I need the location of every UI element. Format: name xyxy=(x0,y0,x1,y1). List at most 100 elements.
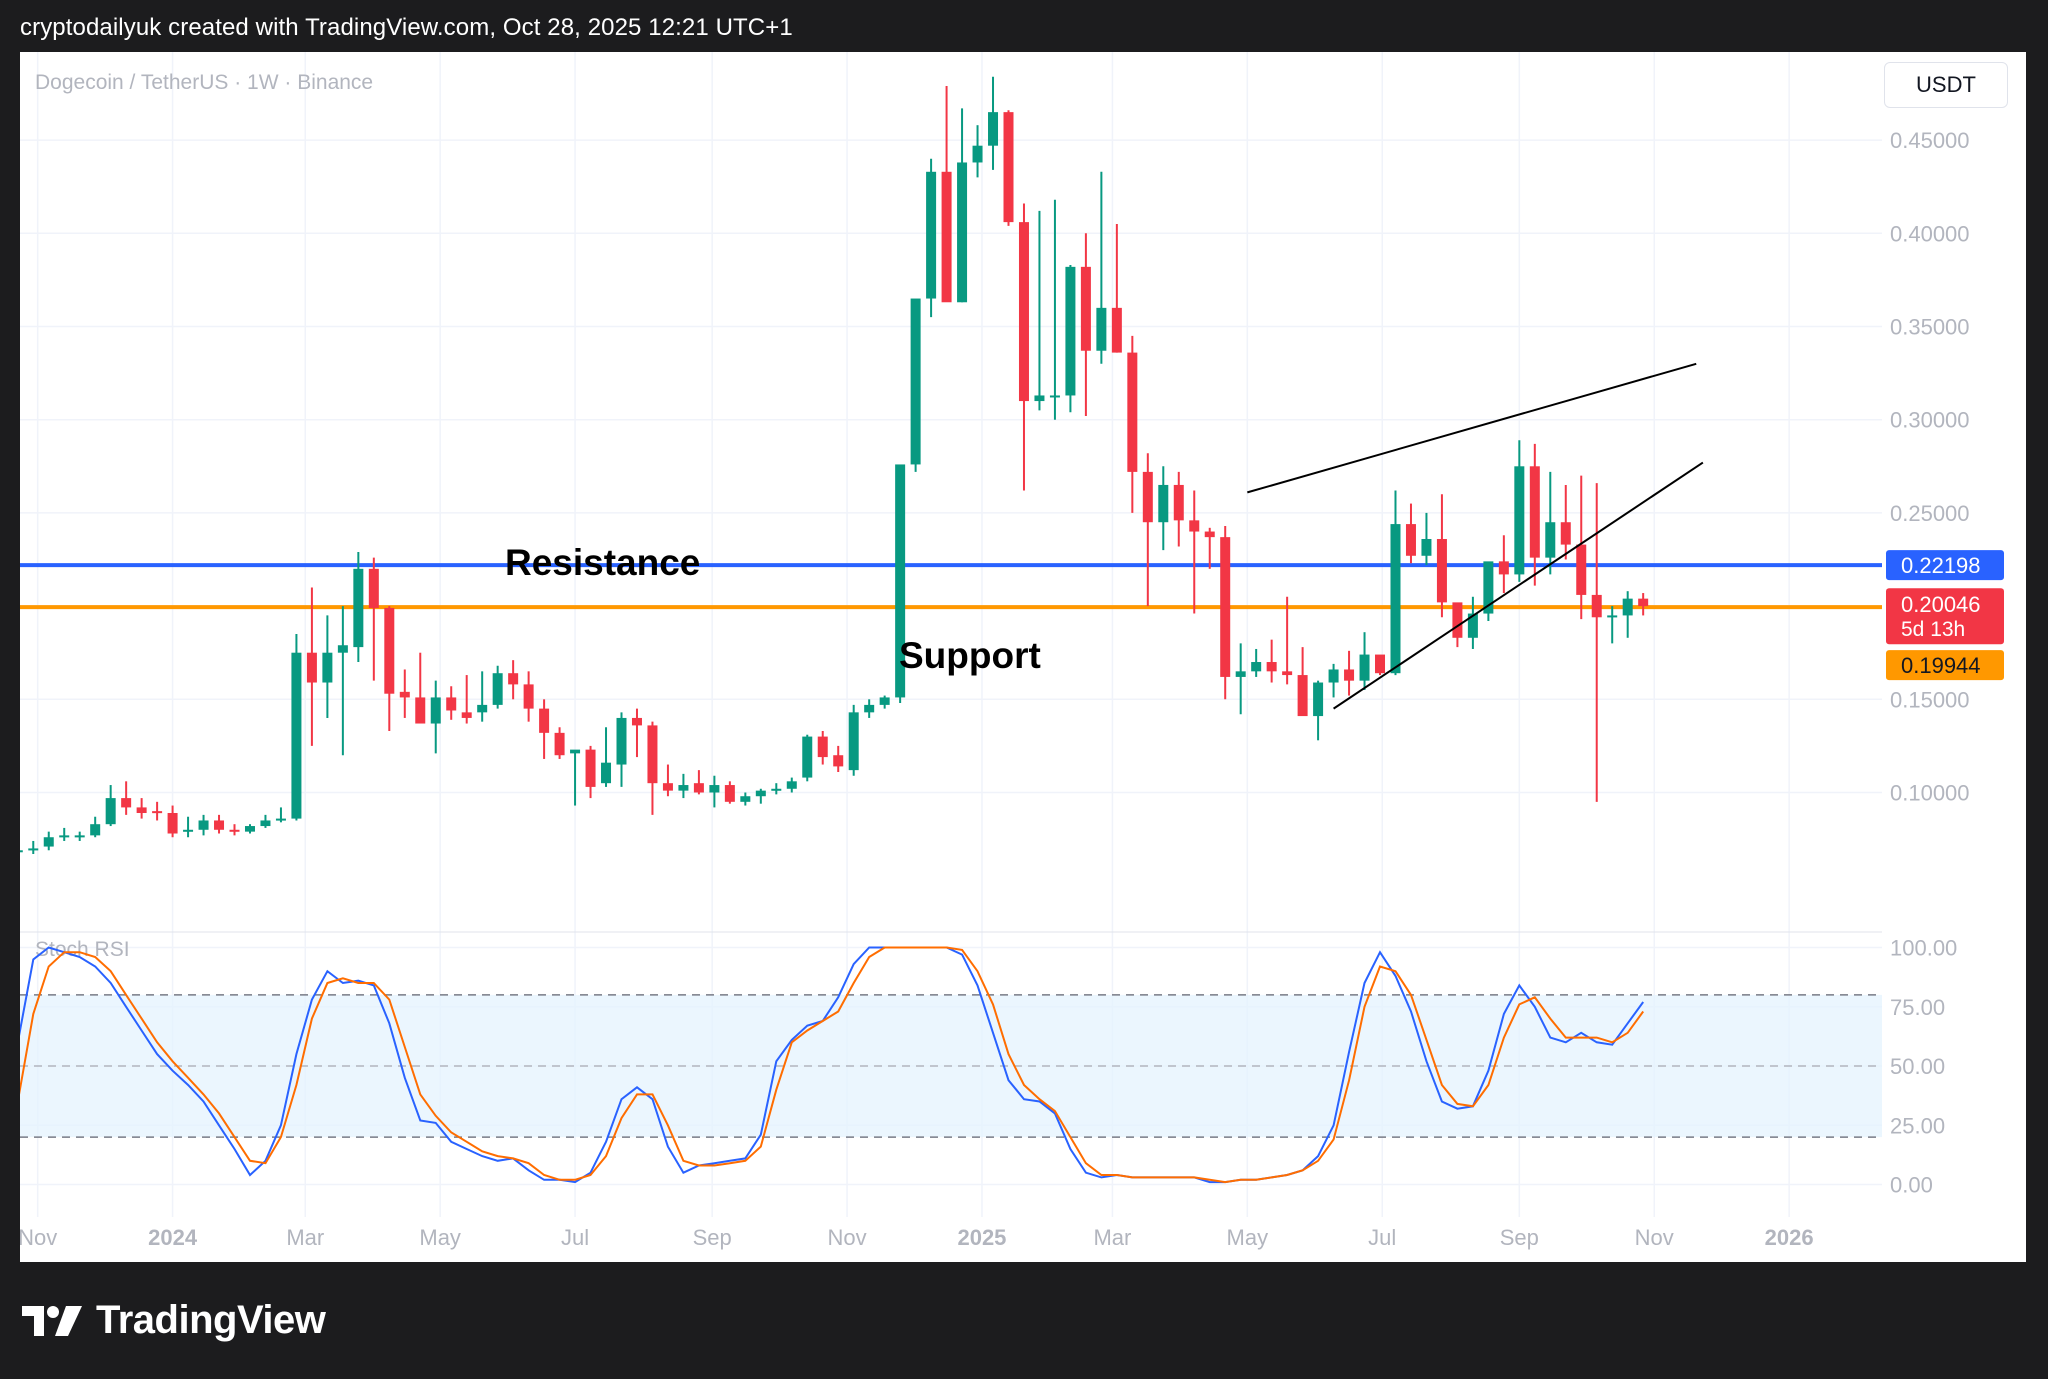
time-axis-label: 2025 xyxy=(957,1225,1006,1250)
candle-body xyxy=(415,697,426,724)
time-axis-label: Nov xyxy=(20,1225,57,1250)
currency-button[interactable]: USDT xyxy=(1884,62,2008,108)
candle xyxy=(1483,561,1494,622)
candle-body xyxy=(585,749,596,787)
candle xyxy=(771,783,782,795)
candle-body xyxy=(1189,520,1200,532)
candle-body xyxy=(322,652,333,683)
candle xyxy=(1560,484,1571,560)
candle xyxy=(1436,494,1447,618)
candle xyxy=(399,669,410,718)
price-axis-label: 0.45000 xyxy=(1890,128,1970,153)
time-axis-label: 2024 xyxy=(148,1225,198,1250)
candle xyxy=(1034,210,1045,411)
candle xyxy=(28,840,39,855)
stoch-axis-label: 0.00 xyxy=(1890,1173,1933,1198)
candle xyxy=(895,464,906,704)
candle xyxy=(229,824,240,836)
candle xyxy=(1173,471,1184,547)
candle xyxy=(260,814,271,828)
candle xyxy=(864,699,875,718)
trendline xyxy=(1247,362,1697,494)
chart-attribution: cryptodailyuk created with TradingView.c… xyxy=(20,14,793,41)
candle xyxy=(848,704,859,776)
candle-body xyxy=(1034,395,1045,402)
candle-body xyxy=(1607,615,1618,618)
time-axis-label: Sep xyxy=(693,1225,732,1250)
candle xyxy=(709,775,720,808)
candle xyxy=(1158,466,1169,551)
candle xyxy=(1452,602,1463,648)
price-axis-label: 0.30000 xyxy=(1890,408,1970,433)
tradingview-logo-icon xyxy=(22,1305,82,1336)
candle xyxy=(988,76,999,170)
price-axis-label: 0.25000 xyxy=(1890,501,1970,526)
candle-body xyxy=(1576,544,1587,595)
candle-body xyxy=(28,848,39,851)
candle-body xyxy=(1514,466,1525,575)
support-price-text: 0.19944 xyxy=(1901,653,1981,678)
candle xyxy=(570,749,581,806)
candle-body xyxy=(601,762,612,784)
candle xyxy=(1266,639,1277,683)
candle-body xyxy=(198,820,209,830)
time-axis-label: Nov xyxy=(1635,1225,1674,1250)
candle-body xyxy=(662,783,673,791)
candle xyxy=(1359,632,1370,690)
candle-body xyxy=(1545,522,1556,558)
candle-body xyxy=(864,704,875,713)
current-price-label xyxy=(1886,588,2004,645)
candle-body xyxy=(570,749,581,754)
candle-body xyxy=(477,704,488,713)
candle xyxy=(446,686,457,720)
candle-body xyxy=(1065,266,1076,396)
candle-body xyxy=(43,837,54,847)
candle-body xyxy=(1483,561,1494,614)
current-price-text: 0.20046 xyxy=(1901,592,1981,617)
candle-body xyxy=(275,818,286,821)
currency-button-label: USDT xyxy=(1916,72,1976,97)
candle xyxy=(786,777,797,793)
candle xyxy=(1514,440,1525,582)
candle-body xyxy=(74,835,85,838)
time-axis-label: Jul xyxy=(561,1225,589,1250)
candle xyxy=(1344,650,1355,696)
candle-body xyxy=(1638,598,1649,607)
candle-body xyxy=(90,824,101,836)
candle-body xyxy=(941,171,952,303)
candle xyxy=(957,108,968,303)
chart-svg[interactable]: Dogecoin / TetherUS · 1W · Binance Resist… xyxy=(20,52,2026,1262)
candle-body xyxy=(1235,671,1246,677)
stoch-d-line xyxy=(20,946,1645,1184)
candle-body xyxy=(136,807,147,814)
tradingview-logo[interactable]: TradingView xyxy=(22,1298,326,1343)
candle xyxy=(275,807,286,823)
candle-body xyxy=(244,826,255,832)
price-axis-label: 0.10000 xyxy=(1890,781,1970,806)
candle-body xyxy=(1127,352,1138,472)
candle xyxy=(1189,490,1200,614)
chart-panel[interactable]: Dogecoin / TetherUS · 1W · Binance Resist… xyxy=(20,52,2026,1262)
candle-body xyxy=(539,708,550,733)
candle xyxy=(1405,503,1416,564)
price-axis-label: 0.40000 xyxy=(1890,221,1970,246)
tradingview-brand: TradingView xyxy=(96,1298,326,1342)
candle xyxy=(43,831,54,851)
candle xyxy=(817,730,828,765)
time-axis-label: Jul xyxy=(1368,1225,1396,1250)
candle xyxy=(1142,453,1153,607)
candle xyxy=(1251,648,1262,677)
time-axis-label: Nov xyxy=(828,1225,867,1250)
resistance-price-text: 0.22198 xyxy=(1901,553,1981,578)
candle xyxy=(1390,490,1401,676)
candle-body xyxy=(1220,537,1231,677)
candle-body xyxy=(1096,307,1107,351)
candle-body xyxy=(1049,395,1060,398)
candle xyxy=(214,814,225,834)
time-axis-label: May xyxy=(1227,1225,1269,1250)
candle-body xyxy=(554,732,565,756)
candle-body xyxy=(647,725,658,784)
stoch-axis-label: 25.00 xyxy=(1890,1113,1945,1138)
candle-body xyxy=(1313,682,1324,717)
candle xyxy=(1467,596,1478,649)
